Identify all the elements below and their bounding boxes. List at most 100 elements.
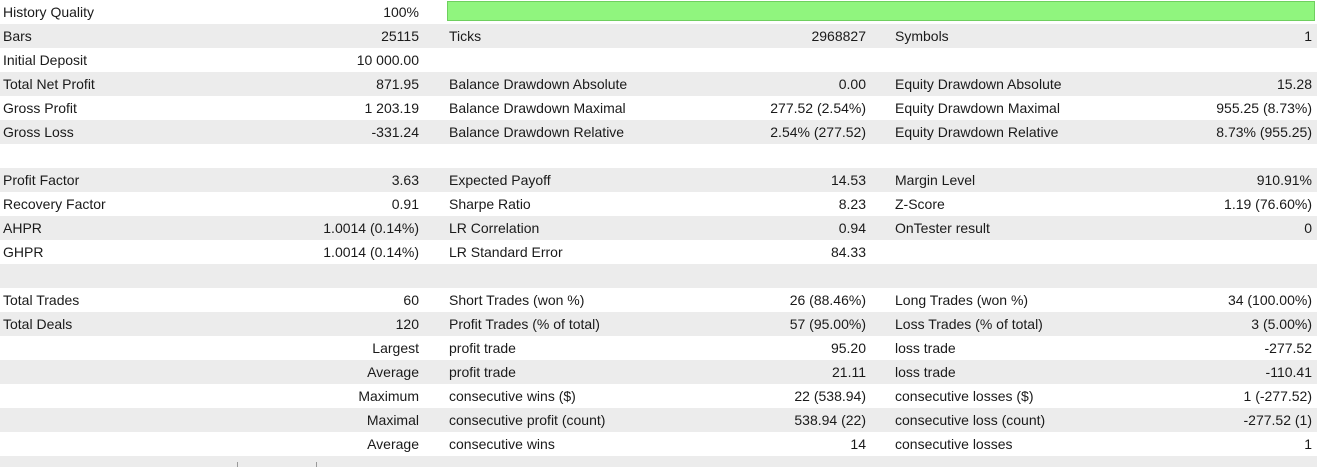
col3-value: -277.52	[1264, 340, 1312, 356]
col3-label: consecutive losses ($)	[895, 388, 1034, 404]
col1-label: AHPR	[3, 220, 42, 236]
col3-value: -277.52 (1)	[1243, 412, 1312, 428]
horizontal-scrollbar-area[interactable]	[0, 456, 1317, 467]
col1-value: 871.95	[376, 76, 419, 92]
col1-value: 0.91	[391, 196, 419, 212]
col2-value: 277.52 (2.54%)	[770, 100, 866, 116]
column-divider	[237, 462, 238, 467]
col2-label: Profit Trades (% of total)	[449, 316, 600, 332]
col1-label: Gross Loss	[3, 124, 74, 140]
col2-value: 8.23	[838, 196, 866, 212]
report-row: Profit Factor 3.63 Expected Payoff 14.53 Mar…	[0, 168, 1317, 192]
col1-label: Profit Factor	[3, 172, 80, 188]
col3-label: Equity Drawdown Absolute	[895, 76, 1062, 92]
col2-label: Balance Drawdown Relative	[449, 124, 625, 140]
col3-value: 8.73% (955.25)	[1216, 124, 1312, 140]
col1-value: 10 000.00	[356, 52, 419, 68]
col3-label: Loss Trades (% of total)	[895, 316, 1043, 332]
col3-value: 955.25 (8.73%)	[1216, 100, 1312, 116]
col2-value: 22 (538.94)	[794, 388, 866, 404]
col3-value: 1 (-277.52)	[1243, 388, 1312, 404]
col3-label: Equity Drawdown Relative	[895, 124, 1059, 140]
report-row: Total Trades 60 Short Trades (won %) 26 (88…	[0, 288, 1317, 312]
col2-value: 2.54% (277.52)	[770, 124, 866, 140]
col1-label: Recovery Factor	[3, 196, 106, 212]
col2-value: 21.11	[832, 364, 866, 380]
col3-label: Equity Drawdown Maximal	[895, 100, 1060, 116]
col1-value: 120	[395, 316, 419, 332]
report-row: Average consecutive wins 14 consecutive los…	[0, 432, 1317, 456]
col2-label: profit trade	[449, 340, 516, 356]
col2-value: 0.00	[838, 76, 866, 92]
report-row: Recovery Factor 0.91 Sharpe Ratio 8.23 Z-Sco…	[0, 192, 1317, 216]
history-quality-value: 100%	[383, 4, 419, 20]
col2-label: consecutive wins	[449, 436, 555, 452]
col2-value: 538.94 (22)	[794, 412, 866, 428]
col1-label: Total Trades	[3, 292, 80, 308]
col2-label: Ticks	[449, 28, 482, 44]
col2-value: 26 (88.46%)	[789, 292, 866, 308]
col1-label: Gross Profit	[3, 100, 77, 116]
col2-label: Short Trades (won %)	[449, 292, 585, 308]
col1-value: Maximum	[358, 388, 419, 404]
col2-label: consecutive wins ($)	[449, 388, 576, 404]
col2-label: Sharpe Ratio	[449, 196, 531, 212]
col1-label: Initial Deposit	[3, 52, 88, 68]
col3-label: Z-Score	[895, 196, 945, 212]
col1-value: Largest	[372, 340, 419, 356]
col1-label: Bars	[3, 28, 32, 44]
col1-value: Maximal	[366, 412, 419, 428]
col1-label: GHPR	[3, 244, 44, 260]
col2-label: consecutive profit (count)	[449, 412, 606, 428]
report-row: Maximal consecutive profit (count) 538.94 …	[0, 408, 1317, 432]
col3-value: 34 (100.00%)	[1227, 292, 1312, 308]
col3-label: consecutive losses	[895, 436, 1013, 452]
col1-label: Total Deals	[3, 316, 73, 332]
report-row: Initial Deposit 10 000.00	[0, 48, 1317, 72]
col3-label: loss trade	[895, 340, 956, 356]
column-divider	[316, 462, 317, 467]
col3-label: Long Trades (won %)	[895, 292, 1029, 308]
report-row: Gross Loss -331.24 Balance Drawdown Relati…	[0, 120, 1317, 144]
col2-value: 14.53	[830, 172, 866, 188]
col1-value: -331.24	[371, 124, 419, 140]
report-row: Bars 25115 Ticks 2968827 Symbols 1	[0, 24, 1317, 48]
history-quality-bar	[447, 1, 1315, 21]
col2-label: LR Correlation	[449, 220, 540, 236]
col2-label: Balance Drawdown Absolute	[449, 76, 628, 92]
col1-value: 1.0014 (0.14%)	[323, 220, 419, 236]
col2-value: 14	[850, 436, 866, 452]
col1-value: 60	[403, 292, 419, 308]
report-row: GHPR 1.0014 (0.14%) LR Standard Error 84.33	[0, 240, 1317, 264]
report-row: Average profit trade 21.11 loss trade -110.4…	[0, 360, 1317, 384]
report-rows: Bars 25115 Ticks 2968827 Symbols 1 Initial Dep…	[0, 24, 1317, 456]
col1-value: Average	[367, 364, 419, 380]
col3-label: OnTester result	[895, 220, 990, 236]
col1-label: Total Net Profit	[3, 76, 95, 92]
report-row: Gross Profit 1 203.19 Balance Drawdown Max…	[0, 96, 1317, 120]
col3-value: 1.19 (76.60%)	[1224, 196, 1312, 212]
col3-label: loss trade	[895, 364, 956, 380]
col2-value: 2968827	[811, 28, 866, 44]
col1-value: 1 203.19	[364, 100, 420, 116]
report-row	[0, 144, 1317, 168]
col2-label: profit trade	[449, 364, 516, 380]
col3-label: Symbols	[895, 28, 949, 44]
col1-value: 1.0014 (0.14%)	[323, 244, 419, 260]
strategy-tester-report: History Quality 100% Bars 25115 Ticks 29688…	[0, 1, 1317, 456]
col2-value: 84.33	[830, 244, 866, 260]
col3-value: 1	[1304, 436, 1312, 452]
col3-value: -110.41	[1265, 364, 1312, 380]
report-row: Largest profit trade 95.20 loss trade -277.5…	[0, 336, 1317, 360]
report-row: Total Net Profit 871.95 Balance Drawdown A…	[0, 72, 1317, 96]
col3-value: 0	[1304, 220, 1312, 236]
col3-label: consecutive loss (count)	[895, 412, 1046, 428]
col1-value: 3.63	[391, 172, 419, 188]
history-quality-label: History Quality	[3, 4, 95, 20]
col3-value: 3 (5.00%)	[1251, 316, 1312, 332]
col1-value: 25115	[381, 28, 419, 44]
report-row	[0, 264, 1317, 288]
report-row: Maximum consecutive wins ($) 22 (538.94) co…	[0, 384, 1317, 408]
col3-label: Margin Level	[895, 172, 976, 188]
col1-value: Average	[367, 436, 419, 452]
